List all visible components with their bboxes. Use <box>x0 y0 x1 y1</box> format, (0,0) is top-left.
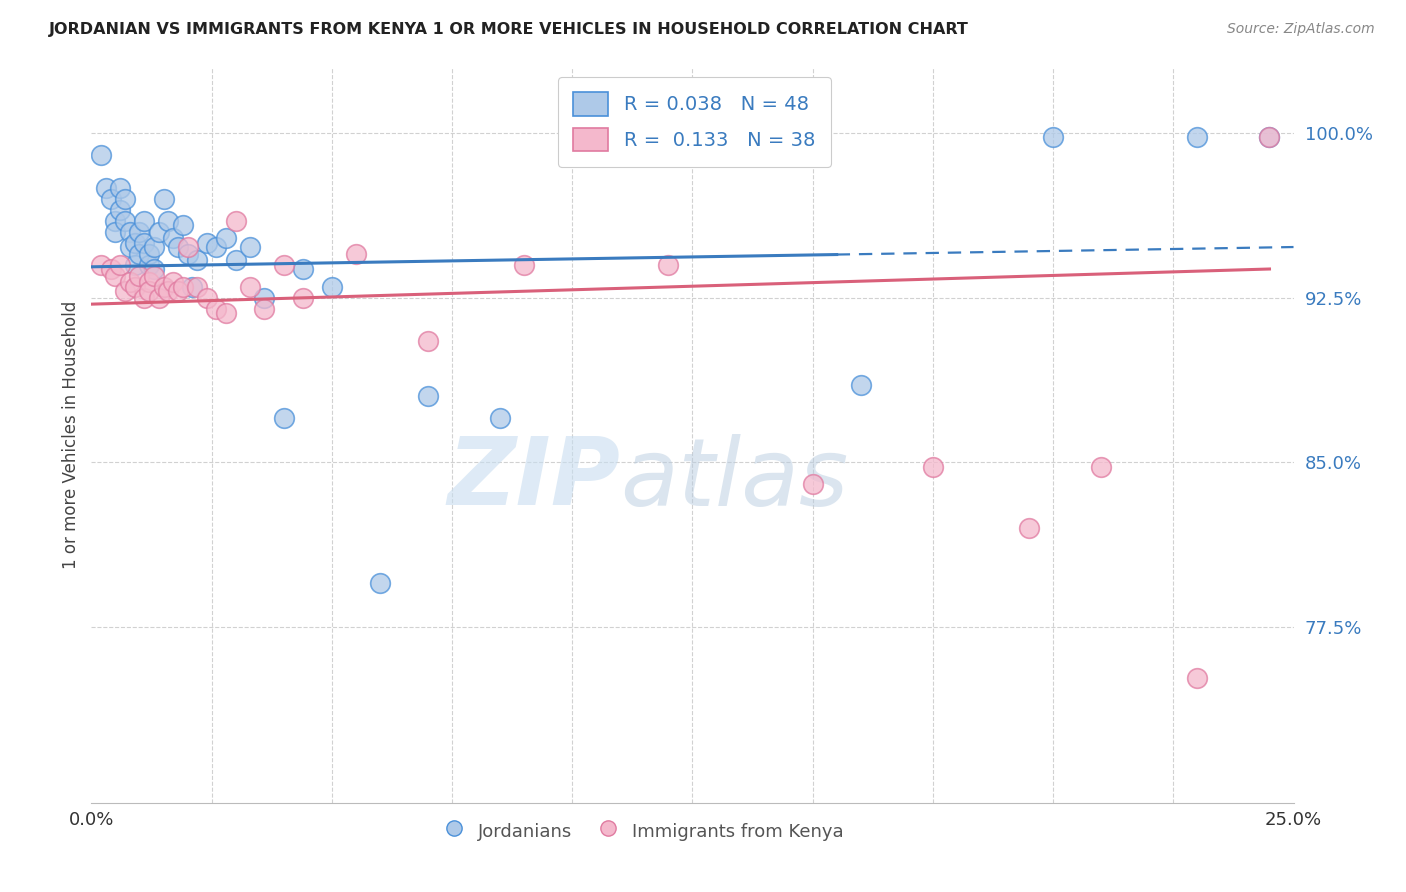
Point <box>801 477 824 491</box>
Point <box>291 291 314 305</box>
Point <box>922 459 945 474</box>
Point <box>205 240 228 254</box>
Point <box>94 180 117 194</box>
Point <box>1187 671 1209 685</box>
Point <box>114 213 136 227</box>
Point <box>128 268 150 283</box>
Point <box>706 130 728 145</box>
Point <box>253 301 276 316</box>
Point <box>110 180 132 194</box>
Point <box>114 284 136 298</box>
Point <box>100 262 122 277</box>
Point <box>561 130 583 145</box>
Point <box>291 262 314 277</box>
Point <box>253 291 276 305</box>
Point <box>225 253 247 268</box>
Point <box>118 240 141 254</box>
Point <box>167 284 190 298</box>
Point <box>148 225 170 239</box>
Point <box>181 279 204 293</box>
Point <box>416 389 439 403</box>
Point <box>1018 521 1040 535</box>
Point <box>273 258 295 272</box>
Point <box>104 225 127 239</box>
Point <box>162 231 184 245</box>
Point <box>100 192 122 206</box>
Point <box>239 240 262 254</box>
Point <box>128 225 150 239</box>
Point <box>128 246 150 260</box>
Point <box>205 301 228 316</box>
Y-axis label: 1 or more Vehicles in Household: 1 or more Vehicles in Household <box>62 301 80 569</box>
Point <box>138 275 160 289</box>
Point <box>90 148 112 162</box>
Point <box>195 235 218 250</box>
Point <box>186 253 208 268</box>
Point <box>176 240 198 254</box>
Point <box>134 213 156 227</box>
Point <box>124 235 146 250</box>
Point <box>513 258 536 272</box>
Point <box>239 279 262 293</box>
Point <box>1187 130 1209 145</box>
Point <box>167 240 190 254</box>
Point <box>110 258 132 272</box>
Point <box>134 291 156 305</box>
Text: Source: ZipAtlas.com: Source: ZipAtlas.com <box>1227 22 1375 37</box>
Point <box>416 334 439 349</box>
Text: ZIP: ZIP <box>447 433 620 525</box>
Point <box>124 258 146 272</box>
Point <box>162 275 184 289</box>
Point <box>152 192 174 206</box>
Point <box>195 291 218 305</box>
Point <box>148 291 170 305</box>
Point <box>172 279 194 293</box>
Point <box>657 258 679 272</box>
Point <box>157 213 180 227</box>
Legend: Jordanians, Immigrants from Kenya: Jordanians, Immigrants from Kenya <box>439 813 851 849</box>
Point <box>114 192 136 206</box>
Text: JORDANIAN VS IMMIGRANTS FROM KENYA 1 OR MORE VEHICLES IN HOUSEHOLD CORRELATION C: JORDANIAN VS IMMIGRANTS FROM KENYA 1 OR … <box>49 22 969 37</box>
Point <box>138 246 160 260</box>
Point <box>110 202 132 217</box>
Point <box>118 225 141 239</box>
Point <box>176 246 198 260</box>
Point <box>273 411 295 425</box>
Point <box>215 306 238 320</box>
Point <box>118 275 141 289</box>
Point <box>1042 130 1064 145</box>
Point <box>172 218 194 232</box>
Point <box>134 235 156 250</box>
Point <box>142 240 165 254</box>
Point <box>1258 130 1281 145</box>
Point <box>1090 459 1112 474</box>
Point <box>321 279 343 293</box>
Point <box>225 213 247 227</box>
Point <box>849 378 872 392</box>
Point <box>152 279 174 293</box>
Point <box>215 231 238 245</box>
Point <box>186 279 208 293</box>
Point <box>138 284 160 298</box>
Point <box>142 262 165 277</box>
Point <box>368 576 391 591</box>
Point <box>104 213 127 227</box>
Point <box>90 258 112 272</box>
Point <box>142 268 165 283</box>
Point <box>1258 130 1281 145</box>
Point <box>157 284 180 298</box>
Point <box>138 258 160 272</box>
Point <box>104 268 127 283</box>
Text: atlas: atlas <box>620 434 849 524</box>
Point <box>489 411 512 425</box>
Point <box>344 246 367 260</box>
Point <box>124 279 146 293</box>
